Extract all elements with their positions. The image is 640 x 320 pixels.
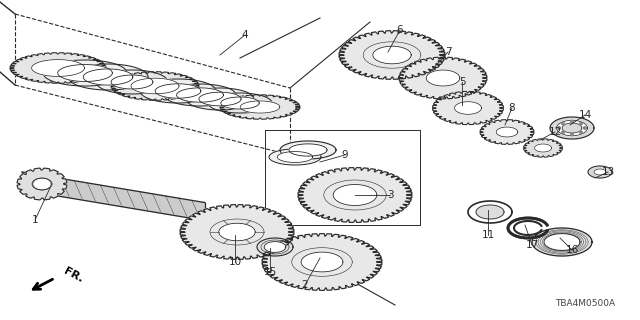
Text: 13: 13 — [602, 167, 614, 177]
Polygon shape — [277, 152, 313, 163]
Polygon shape — [594, 169, 606, 175]
Polygon shape — [43, 60, 127, 86]
Polygon shape — [177, 88, 223, 102]
Polygon shape — [180, 204, 294, 260]
Polygon shape — [17, 168, 67, 200]
Polygon shape — [532, 228, 592, 256]
Text: 9: 9 — [342, 150, 348, 160]
Polygon shape — [68, 64, 148, 90]
Polygon shape — [140, 79, 216, 103]
Text: 2: 2 — [301, 280, 308, 290]
Polygon shape — [496, 127, 518, 137]
Polygon shape — [220, 95, 300, 119]
Polygon shape — [262, 234, 382, 290]
Text: 7: 7 — [445, 47, 451, 57]
Polygon shape — [534, 144, 552, 152]
Polygon shape — [508, 218, 548, 238]
Text: 17: 17 — [525, 240, 539, 250]
Polygon shape — [31, 60, 84, 76]
Circle shape — [584, 127, 586, 129]
Polygon shape — [156, 84, 201, 98]
Polygon shape — [58, 65, 112, 82]
Polygon shape — [186, 88, 254, 110]
Text: 1: 1 — [32, 215, 38, 225]
Polygon shape — [557, 120, 588, 136]
Polygon shape — [333, 185, 377, 205]
Polygon shape — [550, 117, 594, 139]
Polygon shape — [96, 70, 168, 94]
Text: 11: 11 — [481, 230, 495, 240]
Text: 16: 16 — [565, 245, 579, 255]
Circle shape — [561, 122, 564, 125]
Polygon shape — [588, 166, 612, 178]
Text: FR.: FR. — [62, 266, 84, 284]
Circle shape — [558, 127, 561, 129]
Polygon shape — [373, 46, 412, 64]
Polygon shape — [199, 92, 241, 106]
Polygon shape — [524, 139, 563, 157]
Polygon shape — [10, 53, 106, 83]
Text: 10: 10 — [228, 257, 241, 267]
Text: 8: 8 — [509, 103, 515, 113]
Polygon shape — [399, 57, 487, 99]
Polygon shape — [426, 70, 460, 86]
Circle shape — [571, 120, 573, 123]
Text: 6: 6 — [397, 25, 403, 35]
Circle shape — [561, 131, 564, 134]
Polygon shape — [264, 242, 286, 252]
Polygon shape — [111, 72, 199, 100]
Text: 14: 14 — [579, 110, 591, 120]
Circle shape — [580, 131, 582, 134]
Text: TBA4M0500A: TBA4M0500A — [555, 299, 615, 308]
Polygon shape — [289, 144, 327, 156]
Polygon shape — [131, 78, 179, 94]
Polygon shape — [298, 168, 412, 222]
Polygon shape — [33, 178, 51, 190]
Polygon shape — [219, 223, 255, 241]
Polygon shape — [301, 252, 343, 272]
Polygon shape — [476, 205, 504, 219]
Polygon shape — [22, 172, 205, 220]
Polygon shape — [83, 69, 133, 85]
Polygon shape — [269, 149, 321, 165]
Polygon shape — [257, 238, 293, 256]
Polygon shape — [480, 120, 534, 144]
Polygon shape — [562, 123, 582, 133]
Polygon shape — [433, 92, 504, 124]
Polygon shape — [240, 101, 280, 113]
Text: 3: 3 — [387, 190, 394, 200]
Polygon shape — [221, 97, 259, 109]
Polygon shape — [280, 141, 336, 159]
Polygon shape — [454, 102, 481, 114]
Polygon shape — [468, 201, 512, 223]
Polygon shape — [164, 84, 236, 106]
Circle shape — [571, 133, 573, 136]
Text: 12: 12 — [548, 127, 562, 137]
Text: 5: 5 — [459, 77, 465, 87]
Text: 15: 15 — [264, 267, 276, 277]
Polygon shape — [544, 234, 580, 250]
Polygon shape — [339, 31, 445, 79]
Text: 4: 4 — [242, 30, 248, 40]
Polygon shape — [208, 93, 272, 113]
Polygon shape — [111, 75, 153, 89]
Circle shape — [580, 122, 582, 125]
